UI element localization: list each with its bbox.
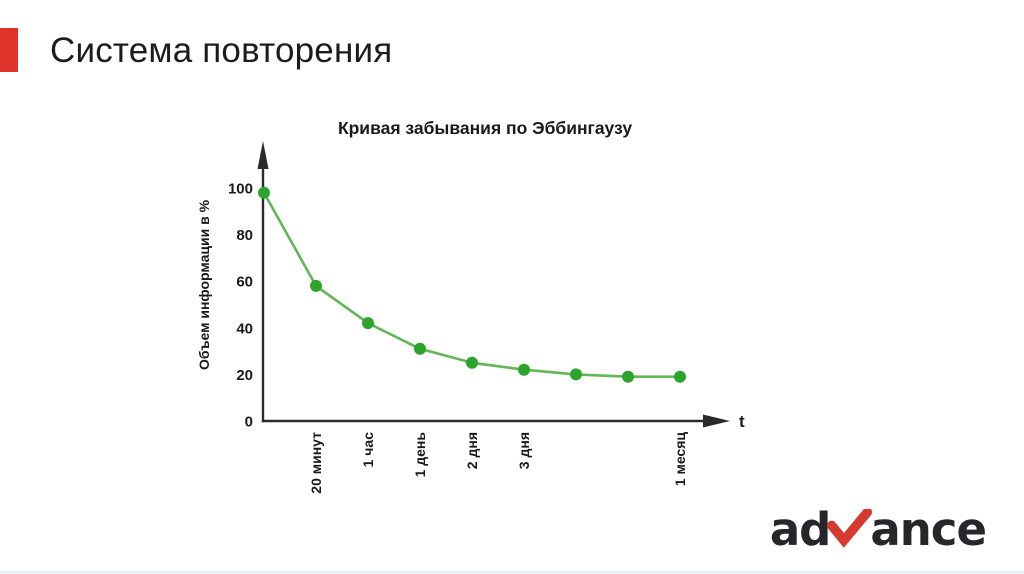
- x-tick-label: 20 минут: [308, 432, 324, 494]
- y-tick-label: 80: [236, 227, 253, 244]
- y-axis-label: Объем информации в %: [196, 199, 212, 370]
- data-point: [414, 342, 426, 355]
- data-point: [518, 363, 530, 376]
- x-tick-label: 3 дня: [516, 432, 532, 469]
- y-tick-label: 20: [236, 367, 253, 384]
- y-axis-arrow: [257, 141, 269, 169]
- y-tick-label: 60: [236, 274, 253, 291]
- title-accent-bar: [0, 28, 18, 72]
- x-axis-title: t: [739, 412, 745, 431]
- y-tick-label: 40: [236, 320, 253, 337]
- x-tick-label: 1 час: [360, 432, 376, 468]
- forgetting-curve-line: [262, 192, 680, 379]
- x-tick-label: 1 месяц: [672, 432, 688, 487]
- data-point: [570, 368, 582, 381]
- data-point: [674, 370, 686, 383]
- advance-logo: ad ance: [769, 503, 987, 556]
- logo-text-suffix: ance: [870, 503, 987, 556]
- x-axis-arrow: [703, 414, 730, 428]
- data-point: [258, 186, 270, 199]
- y-tick-label: 100: [228, 181, 253, 198]
- data-point: [622, 370, 634, 383]
- page-title: Система повторения: [50, 31, 393, 70]
- chart-title: Кривая забывания по Эббингаузу: [338, 118, 632, 138]
- logo-text-prefix: ad: [769, 503, 832, 556]
- y-tick-label: 0: [245, 414, 253, 431]
- x-tick-label: 2 дня: [464, 432, 480, 469]
- data-point: [362, 317, 374, 330]
- data-point: [466, 356, 478, 369]
- checkmark-icon: [827, 509, 873, 548]
- x-tick-label: 1 день: [412, 432, 428, 478]
- forgetting-curve-chart: Кривая забывания по Эббингаузу Объем инфо…: [195, 108, 755, 508]
- bottom-divider: [0, 571, 1024, 574]
- chart-canvas: Кривая забывания по Эббингаузу Объем инфо…: [196, 118, 745, 494]
- data-point: [310, 279, 322, 292]
